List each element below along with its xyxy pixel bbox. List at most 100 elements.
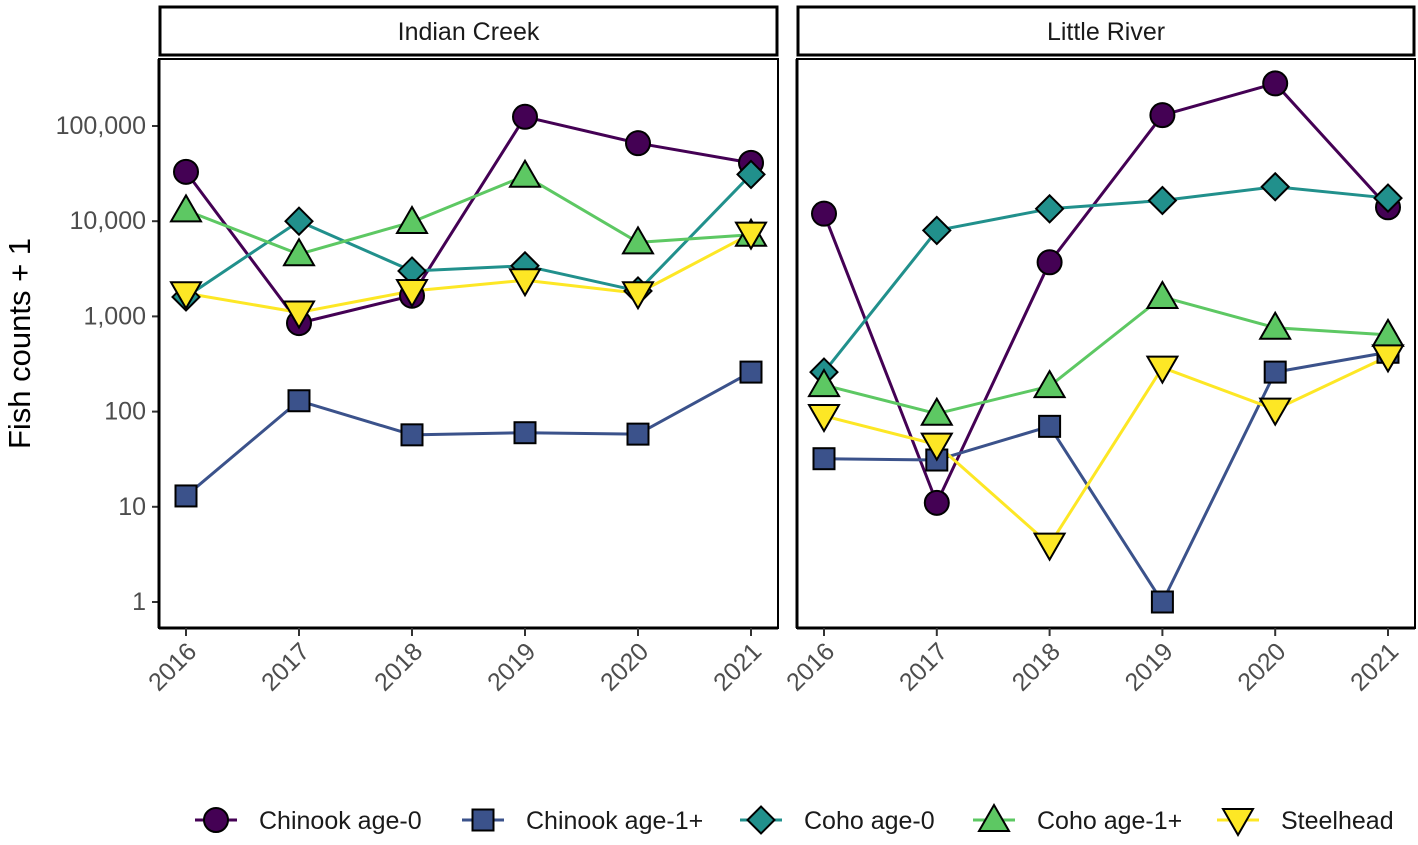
legend-label: Coho age-0 bbox=[804, 807, 935, 835]
data-point-steelhead bbox=[508, 268, 542, 298]
legend-item: Chinook age-1+ bbox=[462, 807, 703, 835]
x-tick-label: 2017 bbox=[894, 637, 953, 696]
series-line-chinook-age-1- bbox=[823, 350, 1389, 604]
series-line-steelhead bbox=[185, 232, 752, 314]
x-tick-label: 2018 bbox=[1007, 637, 1066, 696]
y-axis-title: Fish counts + 1 bbox=[2, 238, 37, 449]
y-tick-label: 100,000 bbox=[56, 112, 146, 140]
legend-label: Steelhead bbox=[1281, 807, 1394, 835]
data-point-chinook-age-1- bbox=[287, 389, 311, 413]
x-tick-label: 2019 bbox=[482, 637, 541, 696]
data-point-steelhead bbox=[1258, 397, 1292, 427]
data-point-chinook-age-0 bbox=[1036, 249, 1063, 276]
legend-key-marker bbox=[1221, 808, 1255, 838]
data-point-chinook-age-0 bbox=[811, 200, 837, 227]
series-line-coho-age-0 bbox=[185, 173, 753, 299]
x-tick-label: 2020 bbox=[1232, 637, 1291, 696]
data-point-chinook-age-0 bbox=[1149, 102, 1176, 129]
y-tick-label: 10,000 bbox=[70, 207, 146, 235]
x-tick-label: 2021 bbox=[1345, 637, 1404, 696]
data-point-chinook-age-1- bbox=[400, 423, 424, 447]
facet-strip-label: Indian Creek bbox=[398, 18, 540, 46]
series-line-chinook-age-0 bbox=[822, 81, 1390, 505]
data-point-steelhead bbox=[395, 278, 429, 308]
legend: Chinook age-0 Chinook age-1+ Coho age-0 Coh… bbox=[195, 802, 1394, 838]
legend-label: Chinook age-1+ bbox=[526, 807, 703, 835]
series-line-coho-age-1- bbox=[185, 174, 752, 256]
data-point-steelhead bbox=[1145, 355, 1180, 385]
x-tick-label: 2018 bbox=[369, 637, 428, 696]
data-point-coho-age-0 bbox=[1373, 183, 1403, 213]
legend-item: Coho age-0 bbox=[740, 805, 935, 835]
x-tick-label: 2020 bbox=[595, 637, 654, 696]
y-tick-label: 1 bbox=[132, 588, 146, 616]
data-point-chinook-age-1- bbox=[626, 422, 650, 446]
data-point-chinook-age-0 bbox=[625, 130, 651, 157]
data-point-chinook-age-0 bbox=[173, 158, 199, 185]
data-point-coho-age-0 bbox=[284, 206, 314, 237]
panel-little-river: Little River 2016 2017 2018 2019 2020 2021 bbox=[781, 5, 1416, 697]
data-point-chinook-age-0 bbox=[1262, 70, 1289, 97]
data-point-chinook-age-1- bbox=[1150, 590, 1174, 614]
series-line-coho-age-0 bbox=[822, 185, 1389, 374]
y-tick-label: 1,000 bbox=[83, 302, 146, 330]
data-point-coho-age-1- bbox=[508, 158, 542, 188]
data-point-chinook-age-1- bbox=[739, 360, 763, 384]
data-point-coho-age-0 bbox=[1260, 171, 1291, 202]
data-point-chinook-age-1- bbox=[1263, 360, 1287, 384]
x-tick-label: 2016 bbox=[781, 637, 840, 696]
panel-border bbox=[796, 58, 1416, 629]
data-point-steelhead bbox=[1371, 344, 1405, 374]
legend-item: Steelhead bbox=[1217, 807, 1394, 838]
data-point-coho-age-0 bbox=[921, 215, 952, 246]
legend-item: Coho age-1+ bbox=[973, 802, 1182, 835]
legend-label: Coho age-1+ bbox=[1037, 807, 1182, 835]
data-point-coho-age-1- bbox=[1032, 369, 1067, 399]
facet-strip bbox=[796, 5, 1416, 57]
data-point-coho-age-1- bbox=[1145, 279, 1180, 309]
legend-label: Chinook age-0 bbox=[259, 807, 422, 835]
data-point-steelhead bbox=[169, 281, 203, 311]
legend-key-marker bbox=[977, 802, 1011, 832]
data-point-coho-age-1- bbox=[395, 205, 429, 235]
data-point-chinook-age-0 bbox=[923, 489, 950, 516]
y-tick-label: 10 bbox=[118, 493, 146, 521]
data-point-chinook-age-1- bbox=[513, 421, 537, 445]
panel-border bbox=[158, 58, 779, 629]
x-tick-label: 2021 bbox=[708, 637, 767, 696]
data-point-steelhead bbox=[1032, 532, 1067, 562]
data-point-coho-age-0 bbox=[1147, 185, 1178, 216]
series-line-chinook-age-0 bbox=[184, 115, 752, 325]
panel-indian-creek: Indian Creek 2016 2017 2018 2019 2020 2021 bbox=[143, 5, 779, 697]
data-point-coho-age-1- bbox=[282, 237, 316, 267]
data-point-coho-age-1- bbox=[621, 225, 655, 255]
data-point-steelhead bbox=[734, 221, 768, 251]
legend-key-marker bbox=[471, 808, 495, 832]
data-point-coho-age-1- bbox=[169, 193, 203, 223]
data-point-steelhead bbox=[807, 403, 841, 433]
x-tick-label: 2016 bbox=[143, 637, 202, 696]
data-point-chinook-age-1- bbox=[812, 447, 836, 471]
data-point-steelhead bbox=[920, 432, 954, 462]
y-tick-label: 100 bbox=[104, 398, 146, 426]
data-point-steelhead bbox=[282, 300, 316, 330]
data-point-chinook-age-1- bbox=[174, 484, 198, 508]
x-tick-label: 2017 bbox=[256, 637, 315, 696]
series-line-chinook-age-1- bbox=[185, 370, 752, 498]
data-point-chinook-age-0 bbox=[512, 103, 538, 130]
x-tick-label: 2019 bbox=[1120, 637, 1179, 696]
legend-item: Chinook age-0 bbox=[195, 807, 422, 835]
legend-key-marker bbox=[746, 805, 776, 835]
data-point-coho-age-1- bbox=[807, 368, 841, 398]
data-point-coho-age-0 bbox=[736, 159, 766, 190]
facet-strip-label: Little River bbox=[1047, 18, 1165, 46]
data-point-steelhead bbox=[621, 281, 655, 311]
series-line-steelhead bbox=[823, 355, 1389, 547]
data-point-chinook-age-1- bbox=[1038, 414, 1062, 438]
data-point-coho-age-1- bbox=[920, 396, 954, 426]
legend-key-marker bbox=[203, 807, 229, 833]
data-point-coho-age-1- bbox=[1258, 310, 1292, 340]
data-point-coho-age-0 bbox=[1034, 193, 1065, 224]
